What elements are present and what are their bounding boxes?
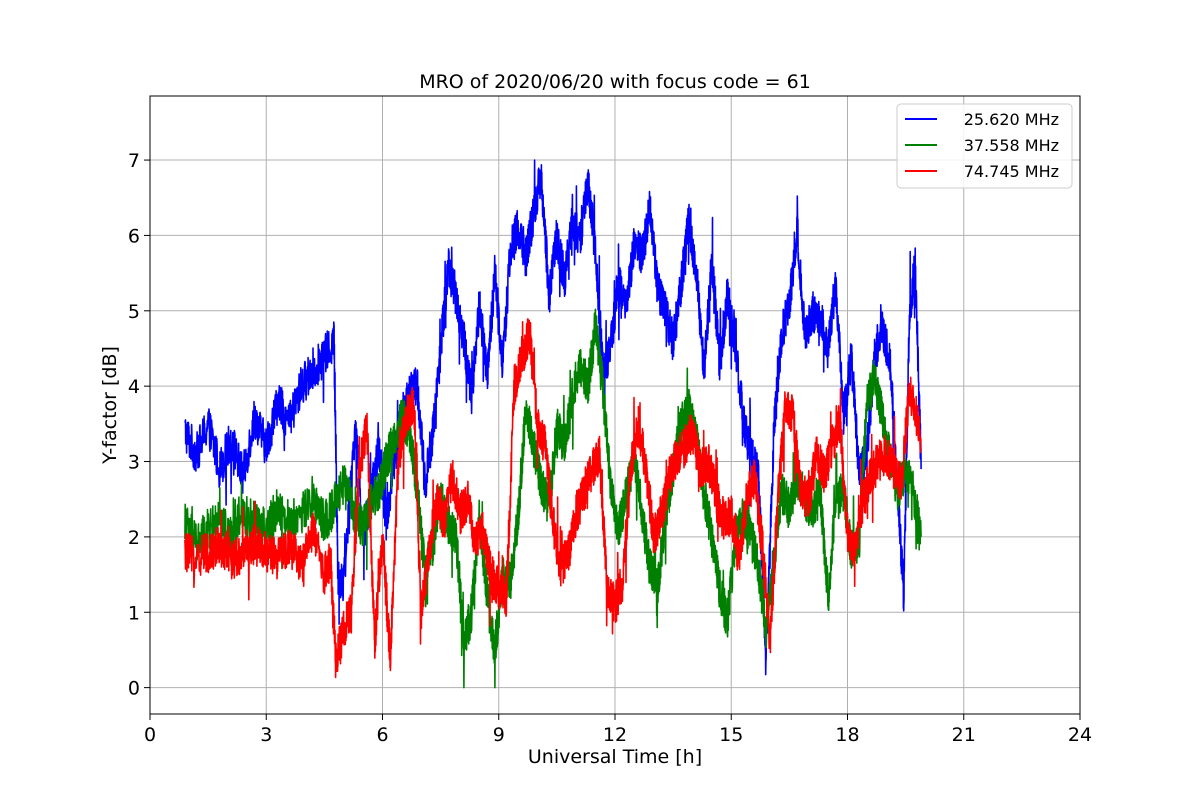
y-tick-label: 6 bbox=[128, 225, 140, 247]
y-tick-label: 3 bbox=[128, 452, 140, 474]
x-tick-label: 9 bbox=[493, 724, 505, 746]
y-tick-label: 2 bbox=[128, 527, 140, 549]
y-tick-label: 7 bbox=[128, 150, 140, 172]
y-tick-label: 4 bbox=[128, 376, 140, 398]
x-tick-label: 15 bbox=[719, 724, 743, 746]
y-axis-label: Y-factor [dB] bbox=[99, 346, 121, 465]
series-layer bbox=[184, 159, 922, 689]
legend-label: 74.745 MHz bbox=[964, 162, 1059, 181]
x-tick-label: 24 bbox=[1068, 724, 1092, 746]
x-tick-label: 0 bbox=[144, 724, 156, 746]
legend-box bbox=[896, 103, 1073, 189]
x-tick-label: 12 bbox=[603, 724, 627, 746]
x-tick-label: 18 bbox=[835, 724, 859, 746]
y-tick-label: 1 bbox=[128, 602, 140, 624]
x-axis-label: Universal Time [h] bbox=[528, 746, 702, 768]
x-tick-label: 3 bbox=[260, 724, 272, 746]
legend-label: 25.620 MHz bbox=[964, 110, 1059, 129]
x-tick-label: 21 bbox=[952, 724, 976, 746]
series-line bbox=[184, 318, 922, 679]
y-tick-label: 0 bbox=[128, 678, 140, 700]
legend: 25.620 MHz 37.558 MHz 74.745 MHz bbox=[896, 103, 1073, 189]
legend-label: 37.558 MHz bbox=[964, 136, 1059, 155]
chart-title: MRO of 2020/06/20 with focus code = 61 bbox=[419, 71, 811, 93]
y-tick-label: 5 bbox=[128, 301, 140, 323]
series-line bbox=[184, 159, 922, 676]
x-tick-label: 6 bbox=[376, 724, 388, 746]
